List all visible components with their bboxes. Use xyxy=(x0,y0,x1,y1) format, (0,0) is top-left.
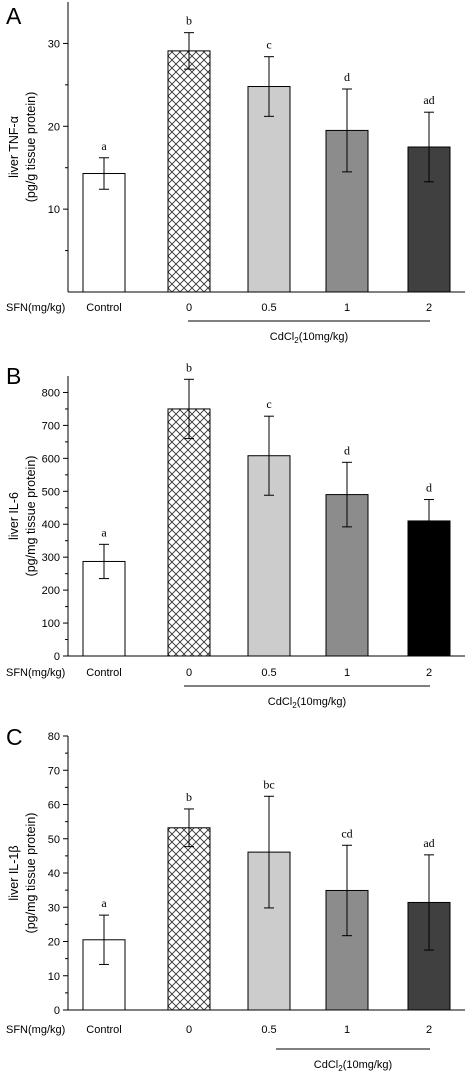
y-tick-label: 0 xyxy=(54,651,60,663)
y-tick-label: 100 xyxy=(42,618,60,630)
significance-label: b xyxy=(186,360,192,374)
x-axis-prefix-label: SFN(mg/kg) xyxy=(6,302,65,314)
bar xyxy=(407,520,451,657)
category-label: 0.5 xyxy=(261,1024,276,1036)
y-tick-label: 700 xyxy=(42,420,60,432)
significance-label: d xyxy=(426,481,432,495)
significance-label: d xyxy=(344,443,350,457)
y-axis-title: liver TNF-α xyxy=(7,116,21,178)
category-label: 2 xyxy=(426,302,432,314)
y-tick-label: 20 xyxy=(48,121,60,133)
category-label: 1 xyxy=(344,1024,350,1036)
significance-label: a xyxy=(101,896,107,910)
x-axis-prefix-label: SFN(mg/kg) xyxy=(6,667,65,679)
significance-label: cd xyxy=(341,826,352,840)
x-axis-prefix-label: SFN(mg/kg) xyxy=(6,1024,65,1036)
group-label: CdCl2(10mg/kg) xyxy=(270,331,348,345)
y-tick-label: 800 xyxy=(42,387,60,399)
significance-label: a xyxy=(101,525,107,539)
category-label: 0 xyxy=(186,302,192,314)
panel-letter: B xyxy=(6,363,21,389)
group-label: CdCl2(10mg/kg) xyxy=(314,1059,392,1073)
y-tick-label: 60 xyxy=(48,800,60,812)
y-tick-label: 70 xyxy=(48,765,60,777)
significance-label: a xyxy=(101,139,107,153)
significance-label: c xyxy=(266,38,271,52)
y-axis-subtitle: (pg/mg tissue protein) xyxy=(24,813,38,934)
significance-label: bc xyxy=(263,777,274,791)
y-tick-label: 30 xyxy=(48,902,60,914)
bar xyxy=(247,86,291,293)
y-tick-label: 200 xyxy=(42,585,60,597)
panel-c: C 0 10 20 30 40 50 60 70 80 liver IL-1β (pg/mg tiss… xyxy=(0,718,474,1075)
significance-label: d xyxy=(344,70,350,84)
panel-letter: C xyxy=(6,724,23,750)
significance-label: c xyxy=(266,397,271,411)
y-tick-label: 50 xyxy=(48,834,60,846)
y-tick-label: 0 xyxy=(54,1005,60,1017)
category-label: 2 xyxy=(426,1024,432,1036)
category-label: 0.5 xyxy=(261,302,276,314)
category-label: 0 xyxy=(186,667,192,679)
panel-b: B 0 100 200 300 400 500 600 700 800 liver IL-6 (pg/… xyxy=(0,358,474,710)
bar xyxy=(325,494,369,657)
category-label: 0.5 xyxy=(261,667,276,679)
y-tick-label: 80 xyxy=(48,731,60,743)
y-tick-label: 10 xyxy=(48,204,60,216)
category-label: 1 xyxy=(344,667,350,679)
significance-label: ad xyxy=(423,93,434,107)
y-tick-label: 400 xyxy=(42,519,60,531)
significance-label: b xyxy=(186,790,192,804)
group-label: CdCl2(10mg/kg) xyxy=(268,696,346,710)
bar xyxy=(167,408,211,657)
y-axis-subtitle: (pg/mg tissue protein) xyxy=(24,456,38,577)
y-tick-label: 500 xyxy=(42,486,60,498)
significance-label: b xyxy=(186,14,192,28)
y-tick-label: 30 xyxy=(48,38,60,50)
chart-il-6: B 0 100 200 300 400 500 600 700 800 liver IL-6 (pg/… xyxy=(6,360,465,710)
y-tick-label: 600 xyxy=(42,453,60,465)
bar xyxy=(82,173,126,293)
panel-a: A 10 20 30 liver TNF-α (pg/g tissue protein) a… xyxy=(0,0,474,350)
category-label: Control xyxy=(86,667,121,679)
category-label: 1 xyxy=(344,302,350,314)
category-label: Control xyxy=(86,302,121,314)
panel-letter: A xyxy=(6,3,22,29)
y-tick-label: 20 xyxy=(48,937,60,949)
bar xyxy=(167,827,211,1011)
y-axis-title: liver IL-6 xyxy=(7,492,21,540)
y-axis-title: liver IL-1β xyxy=(7,845,21,900)
bar xyxy=(167,50,211,293)
y-tick-label: 40 xyxy=(48,868,60,880)
y-axis-subtitle: (pg/g tissue protein) xyxy=(24,92,38,202)
category-label: 0 xyxy=(186,1024,192,1036)
y-tick-label: 10 xyxy=(48,971,60,983)
significance-label: ad xyxy=(423,836,434,850)
category-label: Control xyxy=(86,1024,121,1036)
category-label: 2 xyxy=(426,667,432,679)
y-tick-label: 300 xyxy=(42,552,60,564)
